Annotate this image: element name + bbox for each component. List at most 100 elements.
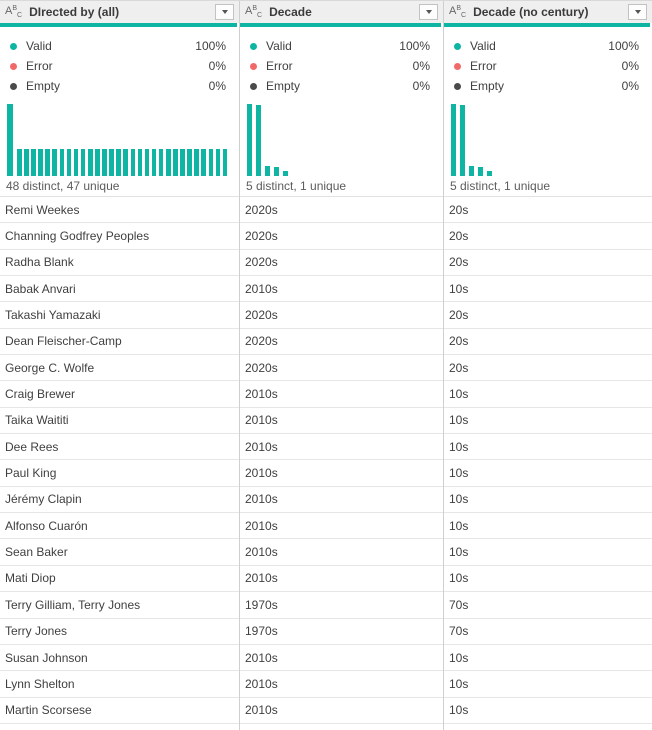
chevron-down-icon <box>221 10 228 14</box>
table-cell[interactable]: 2010s <box>240 697 443 724</box>
table-cell[interactable]: 10s <box>444 407 652 435</box>
table-cell[interactable]: 10s <box>444 434 652 461</box>
quality-stats: Valid 100% Error 0% Empty 0% <box>444 36 652 96</box>
value-distribution-histogram[interactable] <box>0 104 239 176</box>
distinct-caption: 48 distinct, 47 unique <box>6 179 120 193</box>
table-cell[interactable]: Dee Rees <box>0 434 239 461</box>
filter-dropdown-button[interactable] <box>215 4 234 20</box>
table-cell[interactable]: Terry Jones <box>0 618 239 645</box>
table-cell[interactable]: 20s <box>444 328 652 356</box>
chevron-down-icon <box>425 10 432 14</box>
table-cell[interactable]: 2020s <box>240 355 443 382</box>
stat-percentage: 0% <box>208 79 226 93</box>
table-cell[interactable]: Martin Scorsese <box>0 697 239 724</box>
column-header[interactable]: ABC Decade <box>240 1 443 23</box>
column-header[interactable]: ABC Decade (no century) <box>444 1 652 23</box>
table-cell[interactable]: 10s <box>444 565 652 593</box>
table-cell[interactable]: Dean Fleischer-Camp <box>0 328 239 356</box>
table-cell[interactable]: 10s <box>444 539 652 566</box>
table-cell[interactable]: Terry Gilliam, Terry Jones <box>0 592 239 619</box>
table-cell[interactable]: 20s <box>444 249 652 277</box>
column-quality-panel[interactable]: Valid 100% Error 0% Empty 0% 5 distinct, 1 un… <box>240 27 443 197</box>
column-cells: Remi Weekes Channing Godfrey Peoples Radha… <box>0 197 239 724</box>
table-cell[interactable]: 2020s <box>240 328 443 356</box>
histogram-bar <box>451 104 456 176</box>
filter-dropdown-button[interactable] <box>628 4 647 20</box>
table-cell[interactable]: George C. Wolfe <box>0 355 239 382</box>
valid-dot-icon <box>454 42 461 50</box>
histogram-bar <box>194 148 199 176</box>
histogram-bar <box>208 148 214 176</box>
table-cell[interactable]: 2020s <box>240 223 443 250</box>
table-cell[interactable]: Mati Diop <box>0 565 239 593</box>
column-title: Decade <box>269 5 312 19</box>
stat-label: Error <box>26 59 53 73</box>
table-cell[interactable]: Jérémy Clapin <box>0 486 239 514</box>
column-title: DIrected by (all) <box>29 5 120 19</box>
column-decade: ABC Decade Valid 100% Error 0% Empty 0% 5 dis… <box>240 1 444 730</box>
table-cell[interactable]: 2010s <box>240 486 443 514</box>
table-cell[interactable]: Craig Brewer <box>0 381 239 408</box>
table-cell[interactable]: 2010s <box>240 539 443 566</box>
table-cell[interactable]: 2010s <box>240 407 443 435</box>
value-distribution-histogram[interactable] <box>240 104 443 176</box>
stat-error: Error 0% <box>240 56 443 76</box>
table-cell[interactable]: 10s <box>444 486 652 514</box>
stat-error: Error 0% <box>444 56 652 76</box>
table-cell[interactable]: 2020s <box>240 249 443 277</box>
table-cell[interactable]: Radha Blank <box>0 249 239 277</box>
table-cell[interactable]: Alfonso Cuarón <box>0 513 239 540</box>
table-cell[interactable]: 10s <box>444 513 652 540</box>
column-directed-by: ABC DIrected by (all) Valid 100% Error 0% Em… <box>0 1 240 730</box>
table-cell[interactable]: 10s <box>444 644 652 672</box>
table-cell[interactable]: 2010s <box>240 460 443 487</box>
empty-dot-icon <box>454 82 461 90</box>
table-cell[interactable]: 20s <box>444 355 652 382</box>
table-cell[interactable]: 2010s <box>240 671 443 698</box>
value-distribution-histogram[interactable] <box>444 104 652 176</box>
histogram-bar <box>201 148 207 176</box>
table-cell[interactable]: 10s <box>444 460 652 487</box>
table-cell[interactable]: 70s <box>444 592 652 619</box>
table-cell[interactable]: 10s <box>444 276 652 303</box>
filter-dropdown-button[interactable] <box>419 4 438 20</box>
column-header[interactable]: ABC DIrected by (all) <box>0 1 239 23</box>
histogram-bar <box>144 148 150 176</box>
table-cell[interactable]: Susan Johnson <box>0 644 239 672</box>
table-cell[interactable]: 2010s <box>240 644 443 672</box>
table-cell[interactable]: 2010s <box>240 276 443 303</box>
table-cell[interactable]: 2010s <box>240 381 443 408</box>
table-cell[interactable]: 20s <box>444 302 652 329</box>
column-quality-panel[interactable]: Valid 100% Error 0% Empty 0% 48 distinct, 47 … <box>0 27 239 197</box>
table-cell[interactable]: 20s <box>444 223 652 250</box>
table-cell[interactable]: Remi Weekes <box>0 197 239 224</box>
table-cell[interactable]: Babak Anvari <box>0 276 239 303</box>
table-cell[interactable]: 1970s <box>240 592 443 619</box>
table-cell[interactable]: Taika Waititi <box>0 407 239 435</box>
table-cell[interactable]: Takashi Yamazaki <box>0 302 239 329</box>
histogram-bar <box>180 148 185 176</box>
table-cell[interactable]: 2010s <box>240 565 443 593</box>
table-cell[interactable]: Paul King <box>0 460 239 487</box>
column-accent-bar <box>240 23 441 27</box>
column-decade-no-century: ABC Decade (no century) Valid 100% Error 0%… <box>444 1 652 730</box>
table-cell[interactable]: Sean Baker <box>0 539 239 566</box>
table-cell[interactable]: 10s <box>444 697 652 724</box>
column-quality-panel[interactable]: Valid 100% Error 0% Empty 0% 5 distinct, 1 un… <box>444 27 652 197</box>
error-dot-icon <box>454 62 461 70</box>
table-cell[interactable]: 2020s <box>240 197 443 224</box>
table-cell[interactable]: 2010s <box>240 434 443 461</box>
table-cell[interactable]: Channing Godfrey Peoples <box>0 223 239 250</box>
table-cell[interactable]: 70s <box>444 618 652 645</box>
table-cell[interactable]: 10s <box>444 671 652 698</box>
histogram-bar <box>487 170 492 176</box>
table-cell[interactable]: 10s <box>444 381 652 408</box>
stat-label: Valid <box>470 39 496 53</box>
table-cell[interactable]: 2020s <box>240 302 443 329</box>
distinct-caption: 5 distinct, 1 unique <box>450 179 551 193</box>
table-cell[interactable]: 1970s <box>240 618 443 645</box>
table-cell[interactable]: Lynn Shelton <box>0 671 239 698</box>
table-cell[interactable]: 2010s <box>240 513 443 540</box>
table-cell[interactable]: 20s <box>444 197 652 224</box>
